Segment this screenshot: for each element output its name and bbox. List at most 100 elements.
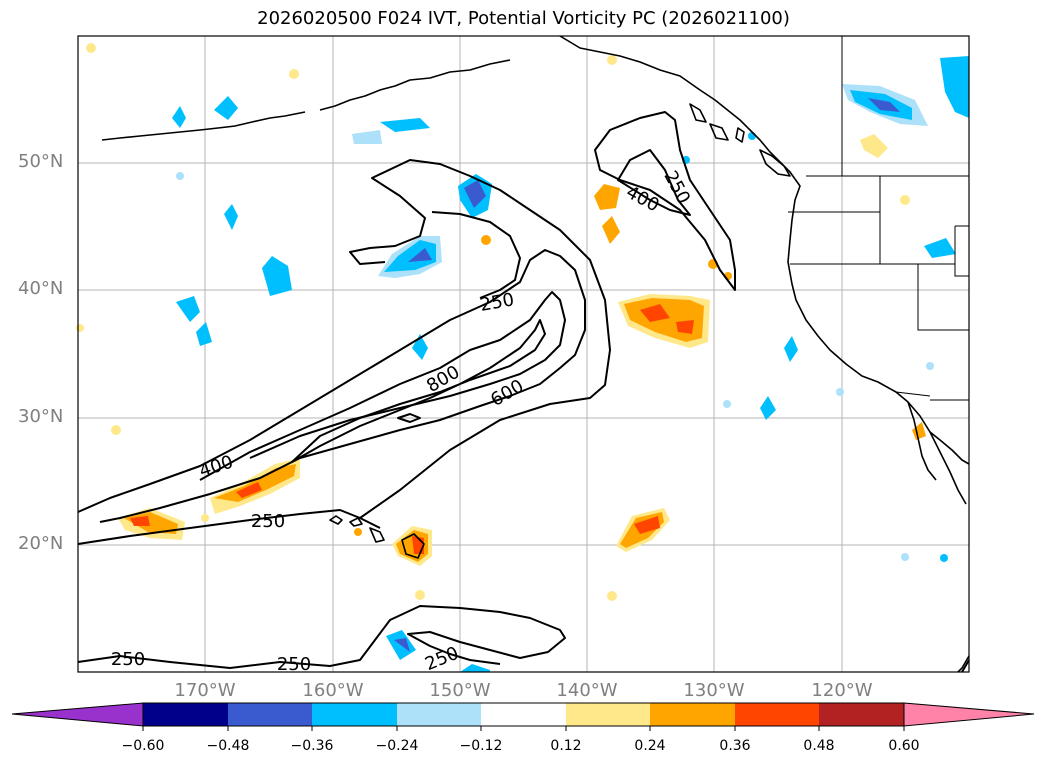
pv-dot-pos — [111, 425, 121, 435]
pv-dot-neg — [836, 388, 844, 396]
contour-label-400: 400 — [197, 451, 236, 482]
pv-dot-neg — [926, 362, 934, 370]
hawaii-3 — [369, 527, 385, 543]
colorbar-tick-label: −0.36 — [290, 738, 334, 754]
pv-dot-pos — [607, 591, 617, 601]
pv-dot-pos — [415, 590, 425, 600]
pv-blob-pos — [594, 184, 620, 210]
vancouver-island — [759, 149, 791, 177]
alaska-coast — [559, 35, 801, 221]
hawaii-1 — [329, 515, 343, 525]
pv-dot-pos — [354, 528, 362, 536]
pv-blob-neg — [464, 180, 486, 208]
contour-label-250: 250 — [478, 289, 515, 316]
colorbar-swatch — [397, 703, 481, 726]
contour-label-250: 250 — [251, 511, 285, 532]
pv-positive-anomalies — [76, 43, 926, 601]
mexico-mainland — [957, 655, 970, 673]
pv-blob-pos — [130, 516, 150, 526]
lat-tick-label: 50°N — [18, 151, 64, 172]
pv-blob-neg — [380, 118, 430, 132]
pv-blob-pos — [602, 216, 620, 244]
colorbar-swatch — [735, 703, 819, 726]
ivt-contour-250-inner-loop — [431, 211, 521, 299]
colorbar-tick-label: −0.12 — [459, 738, 503, 754]
pv-dot-pos — [86, 43, 96, 53]
pv-dot-neg — [940, 554, 948, 562]
pv-dot-pos — [900, 195, 910, 205]
us-west-coast — [787, 219, 967, 505]
map-frame — [77, 35, 970, 673]
pv-blob-pos — [676, 320, 694, 334]
hawaii-2 — [349, 517, 363, 527]
alaska-peninsula — [319, 59, 511, 111]
map-title: 2026020500 F024 IVT, Potential Vorticity… — [257, 8, 790, 29]
pv-dot-pos — [289, 69, 299, 79]
pv-dot-neg — [901, 553, 909, 561]
gulf-of-california — [929, 431, 970, 465]
ivt-contour-250-north — [594, 111, 736, 291]
pv-blob-neg — [408, 248, 432, 262]
gridlines — [78, 36, 969, 672]
aleutians — [101, 111, 306, 141]
contour-label-400: 400 — [622, 182, 662, 217]
coastlines — [101, 35, 970, 673]
pv-blob-neg — [176, 296, 200, 322]
lat-tick-label: 40°N — [18, 278, 64, 299]
colorbar-tick-label: 0.48 — [803, 738, 835, 754]
pv-blob-neg — [352, 130, 382, 144]
pv-blob-neg — [924, 238, 956, 258]
colorbar-extend-high — [903, 702, 1035, 727]
lon-tick-label: 160°W — [302, 680, 364, 701]
lon-tick-label: 170°W — [174, 680, 236, 701]
baja — [907, 401, 937, 481]
haida-gwaii — [735, 127, 745, 143]
pv-blob-neg — [262, 256, 292, 296]
pv-blob-pos — [860, 134, 888, 158]
contour-label-250: 250 — [422, 643, 462, 675]
contour-label-250: 250 — [111, 649, 145, 670]
lon-tick-label: 130°W — [683, 680, 745, 701]
pv-blob-neg — [412, 334, 428, 360]
colorbar-extend-low — [11, 702, 144, 727]
pv-blob-neg — [384, 240, 436, 272]
pv-dot-neg — [176, 172, 184, 180]
pv-blob-neg — [172, 106, 186, 128]
pv-blob-pos — [634, 516, 660, 534]
colorbar-swatch — [650, 703, 735, 726]
pv-blob-neg — [784, 336, 798, 362]
pv-blob-pos — [912, 422, 926, 440]
pv-blob-neg — [460, 664, 490, 672]
ivt-contour-250-southeast — [961, 659, 970, 673]
mexico-border — [895, 391, 931, 397]
colorbar-tick-label: 0.12 — [550, 738, 582, 754]
pv-blob-neg — [760, 396, 776, 420]
utah-box — [954, 225, 969, 277]
lon-tick-label: 150°W — [429, 680, 491, 701]
ivt-contour-250-south — [77, 605, 566, 669]
lat-tick-label: 20°N — [18, 533, 64, 554]
pv-blob-neg — [868, 98, 900, 112]
colorbar-swatch — [481, 703, 566, 726]
islands-se-alaska — [689, 103, 729, 141]
colorbar-tick-label: 0.60 — [888, 738, 920, 754]
pv-blob-pos — [236, 482, 262, 498]
ivt-contour-800 — [291, 319, 546, 463]
pv-dot-neg — [748, 132, 756, 140]
pv-negative-anomalies — [172, 56, 969, 672]
ivt-contour-800-small — [397, 413, 421, 423]
ivt-contour-250-outer — [77, 159, 611, 545]
pv-dot-neg — [723, 400, 731, 408]
borders — [788, 36, 969, 401]
colorbar-swatch — [143, 703, 228, 726]
colorbar-tick-label: 0.24 — [634, 738, 666, 754]
contour-label-250: 250 — [660, 167, 695, 207]
pv-dot-pos — [481, 235, 491, 245]
pv-dot-pos — [201, 514, 209, 522]
nevada-line — [917, 264, 969, 331]
colorbar-swatch — [228, 703, 312, 726]
colorbar-tick-label: 0.36 — [719, 738, 751, 754]
colorbar-tick-label: −0.24 — [375, 738, 419, 754]
pv-blob-neg — [214, 96, 238, 120]
